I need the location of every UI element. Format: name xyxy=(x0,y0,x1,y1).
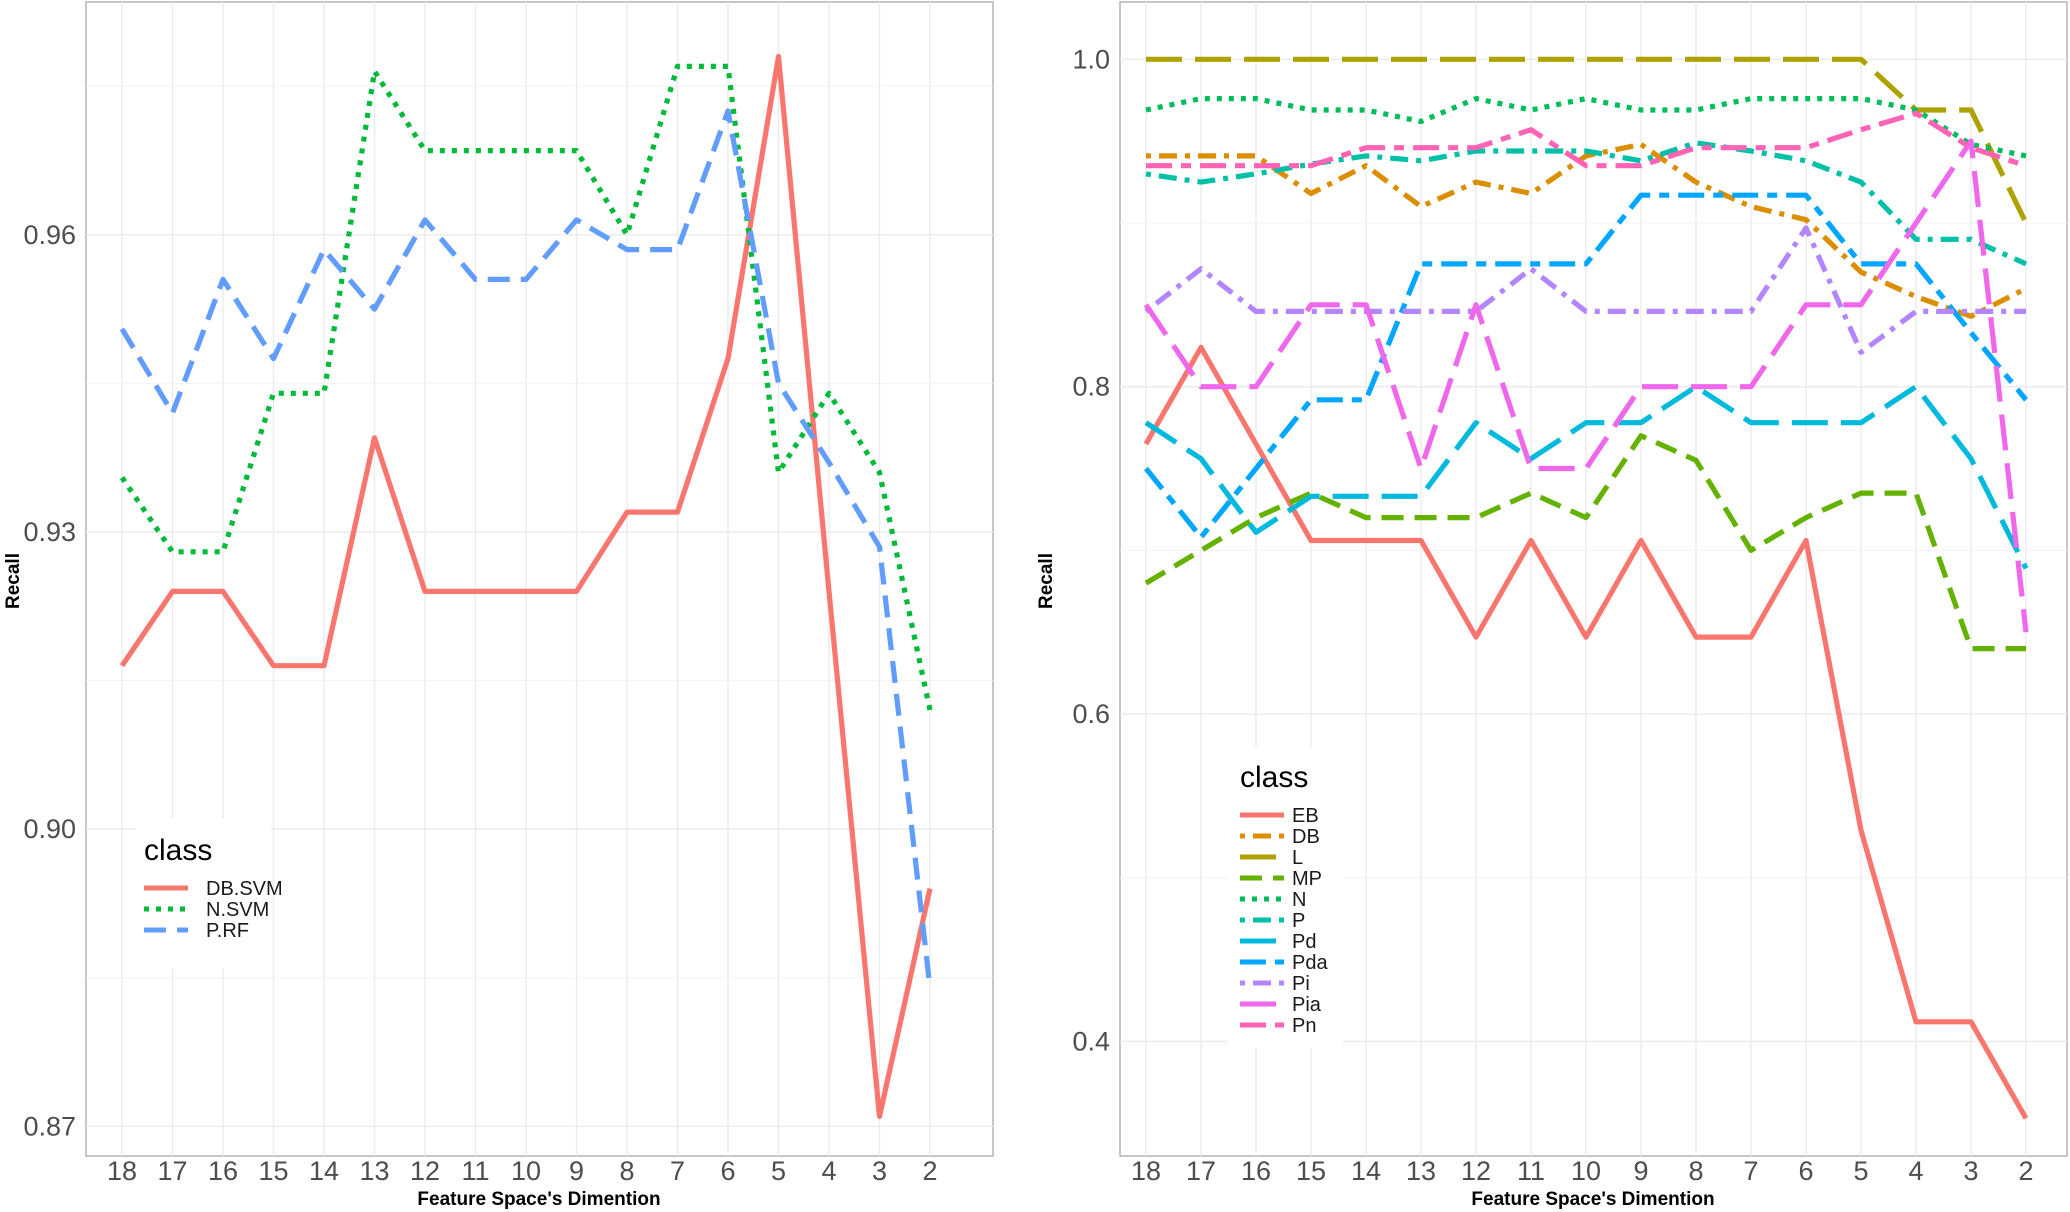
legend-label: Pn xyxy=(1292,1015,1316,1037)
left-x-tick-labels: 18 17 16 15 14 13 12 11 10 9 8 7 6 5 4 3 2 xyxy=(107,1156,938,1186)
x-tick-label: 2 xyxy=(922,1156,937,1186)
x-tick-label: 15 xyxy=(258,1156,288,1186)
legend-label: P xyxy=(1292,910,1305,932)
x-tick-label: 8 xyxy=(1688,1156,1703,1186)
x-tick-label: 16 xyxy=(1241,1156,1271,1186)
right-x-axis-title: Feature Space's Dimention xyxy=(1471,1189,1714,1210)
right-y-tick-labels: 0.4 0.6 0.8 1.0 xyxy=(1072,44,1110,1056)
legend-label: L xyxy=(1292,847,1303,869)
x-tick-label: 2 xyxy=(2018,1156,2033,1186)
legend-label: EB xyxy=(1292,805,1319,827)
x-tick-label: 14 xyxy=(309,1156,339,1186)
right-legend-title: class xyxy=(1240,761,1308,794)
x-tick-label: 10 xyxy=(1571,1156,1601,1186)
y-tick-label: 0.6 xyxy=(1072,699,1110,729)
left-series xyxy=(119,53,933,1120)
series-line-mp xyxy=(1144,433,2026,652)
x-tick-label: 16 xyxy=(208,1156,238,1186)
series-line-db xyxy=(1146,141,2028,319)
x-tick-label: 17 xyxy=(157,1156,187,1186)
legend-label: Pda xyxy=(1292,952,1328,974)
right-y-axis-title: Recall xyxy=(1036,553,1057,609)
series-line-n xyxy=(1145,95,2027,159)
y-tick-label: 0.93 xyxy=(23,517,76,547)
y-tick-label: 0.96 xyxy=(23,220,76,250)
left-y-tick-labels: 0.87 0.90 0.93 0.96 xyxy=(23,220,76,1142)
x-tick-label: 12 xyxy=(1461,1156,1491,1186)
y-tick-label: 0.90 xyxy=(23,814,76,844)
series-line-p-rf xyxy=(119,108,933,988)
x-tick-label: 9 xyxy=(1633,1156,1648,1186)
series-line-pi xyxy=(1144,225,2026,355)
left-legend-box xyxy=(136,818,271,968)
x-tick-label: 11 xyxy=(461,1156,489,1186)
right-series xyxy=(1143,56,2029,1120)
x-tick-label: 8 xyxy=(619,1156,634,1186)
series-line-db-svm xyxy=(119,53,933,1120)
x-tick-label: 14 xyxy=(1351,1156,1381,1186)
x-tick-label: 11 xyxy=(1517,1156,1545,1186)
x-tick-label: 4 xyxy=(821,1156,836,1186)
left-x-axis-title: Feature Space's Dimention xyxy=(417,1189,660,1210)
series-line-pn xyxy=(1146,110,2027,169)
x-tick-label: 12 xyxy=(410,1156,440,1186)
legend-label: P.RF xyxy=(206,920,249,942)
y-tick-label: 0.8 xyxy=(1072,372,1110,402)
right-chart-panel: 0.40.60.81.0 18 17 16 15 14 13 12 11 10 9 8 7 6 5 4 3 2 … xyxy=(1036,1,2068,1210)
left-legend-title: class xyxy=(144,834,212,867)
series-line-pd xyxy=(1144,384,2029,570)
x-tick-label: 13 xyxy=(359,1156,389,1186)
x-tick-label: 6 xyxy=(720,1156,735,1186)
left-plot-border xyxy=(85,1,994,1157)
right-x-tick-labels: 18 17 16 15 14 13 12 11 10 9 8 7 6 5 4 3 2 xyxy=(1131,1156,2034,1186)
legend-label: Pia xyxy=(1292,994,1322,1016)
x-tick-label: 4 xyxy=(1908,1156,1923,1186)
left-chart-panel: 0.87 0.90 0.93 0.96 18 17 16 15 14 13 12 11 10 9 8 7 6 5… xyxy=(3,1,994,1210)
legend-label: DB xyxy=(1292,826,1320,848)
series-line-pda xyxy=(1143,192,2029,540)
legend-label: Pi xyxy=(1292,973,1310,995)
y-tick-label: 0.87 xyxy=(23,1111,76,1141)
legend-label: N xyxy=(1292,889,1306,911)
left-y-axis-title: Recall xyxy=(3,553,24,609)
x-tick-label: 13 xyxy=(1406,1156,1436,1186)
x-tick-label: 17 xyxy=(1186,1156,1216,1186)
x-tick-label: 5 xyxy=(771,1156,786,1186)
x-tick-label: 3 xyxy=(872,1156,887,1186)
legend-label: N.SVM xyxy=(206,899,269,921)
right-legend-box xyxy=(1228,748,1343,1048)
x-tick-label: 15 xyxy=(1296,1156,1326,1186)
x-tick-label: 7 xyxy=(670,1156,685,1186)
series-line-l xyxy=(1146,56,2029,225)
legend-label: DB.SVM xyxy=(206,878,283,900)
x-tick-label: 18 xyxy=(107,1156,137,1186)
series-line-n-svm xyxy=(119,63,933,711)
y-tick-label: 0.4 xyxy=(1072,1026,1110,1056)
legend-label: Pd xyxy=(1292,931,1316,953)
y-tick-label: 1.0 xyxy=(1072,44,1110,74)
x-tick-label: 18 xyxy=(1131,1156,1161,1186)
x-tick-label: 7 xyxy=(1743,1156,1758,1186)
x-tick-label: 5 xyxy=(1853,1156,1868,1186)
x-tick-label: 10 xyxy=(511,1156,541,1186)
series-line-pia xyxy=(1143,138,2029,633)
x-tick-label: 6 xyxy=(1798,1156,1813,1186)
series-line-p xyxy=(1145,140,2028,267)
x-tick-label: 3 xyxy=(1963,1156,1978,1186)
legend-label: MP xyxy=(1292,868,1322,890)
x-tick-label: 9 xyxy=(569,1156,584,1186)
